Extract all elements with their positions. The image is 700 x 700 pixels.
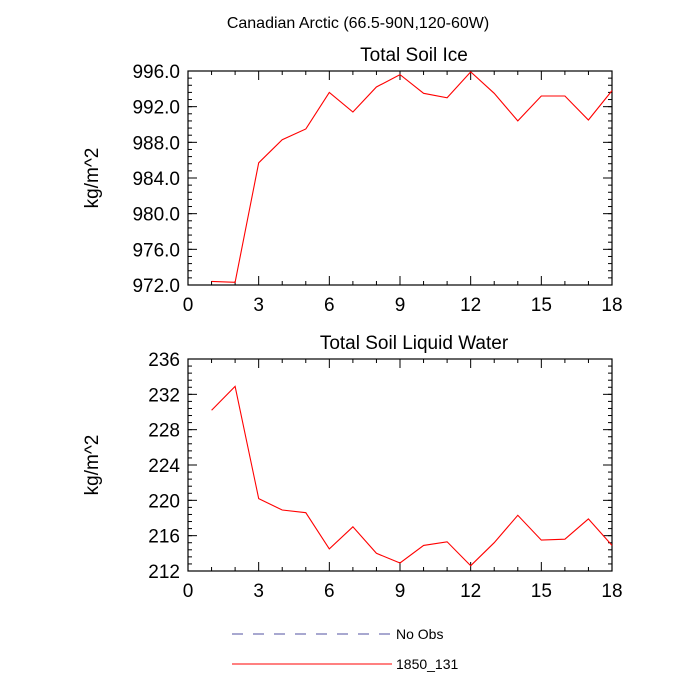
x-tick-label: 0 xyxy=(183,581,194,602)
x-tick-label: 3 xyxy=(253,295,264,316)
x-tick-label: 0 xyxy=(183,295,194,316)
y-tick-label: 996.0 xyxy=(132,62,180,83)
y-axis-label: kg/m^2 xyxy=(82,435,103,496)
y-tick-label: 216 xyxy=(148,527,180,548)
plot-panel-1: Total Soil Ice kg/m^2 0 3 6 9 12 15 18 972.0 976.0… xyxy=(82,45,623,316)
legend: No Obs 1850_131 xyxy=(232,626,459,672)
plot-frame xyxy=(187,70,613,286)
y-tick-label: 992.0 xyxy=(132,98,180,119)
x-tick-label: 12 xyxy=(460,581,481,602)
panel-title: Total Soil Ice xyxy=(360,45,468,66)
legend-label: No Obs xyxy=(396,626,443,642)
plot-panel-2: Total Soil Liquid Water kg/m^2 0 3 6 9 12 15 18 2… xyxy=(82,333,623,602)
x-tick-label: 9 xyxy=(395,581,406,602)
y-tick-label: 220 xyxy=(148,491,180,512)
plots: Total Soil Ice kg/m^2 0 3 6 9 12 15 18 972.0 976.0… xyxy=(82,45,623,602)
x-tick-label: 18 xyxy=(601,581,622,602)
y-tick-label: 980.0 xyxy=(132,205,180,226)
x-tick-label: 9 xyxy=(395,295,406,316)
y-tick-label: 232 xyxy=(148,385,180,406)
x-tick-label: 6 xyxy=(324,581,335,602)
y-tick-label: 984.0 xyxy=(132,169,180,190)
y-tick-label: 236 xyxy=(148,350,180,371)
x-tick-label: 15 xyxy=(531,295,552,316)
y-tick-label: 224 xyxy=(148,456,180,477)
y-tick-label: 988.0 xyxy=(132,133,180,154)
panel-title: Total Soil Liquid Water xyxy=(320,333,509,354)
y-tick-label: 976.0 xyxy=(132,240,180,261)
x-tick-label: 18 xyxy=(601,295,622,316)
figure-title: Canadian Arctic (66.5-90N,120-60W) xyxy=(227,15,489,32)
y-tick-label: 212 xyxy=(148,562,180,583)
x-tick-label: 15 xyxy=(531,581,552,602)
y-tick-label: 228 xyxy=(148,421,180,442)
x-tick-label: 6 xyxy=(324,295,335,316)
y-axis-label: kg/m^2 xyxy=(82,148,103,209)
x-tick-label: 3 xyxy=(253,581,264,602)
series-line xyxy=(211,71,613,283)
y-tick-label: 972.0 xyxy=(132,276,180,297)
x-tick-label: 12 xyxy=(460,295,481,316)
legend-label: 1850_131 xyxy=(396,656,459,672)
series-line xyxy=(211,385,613,567)
